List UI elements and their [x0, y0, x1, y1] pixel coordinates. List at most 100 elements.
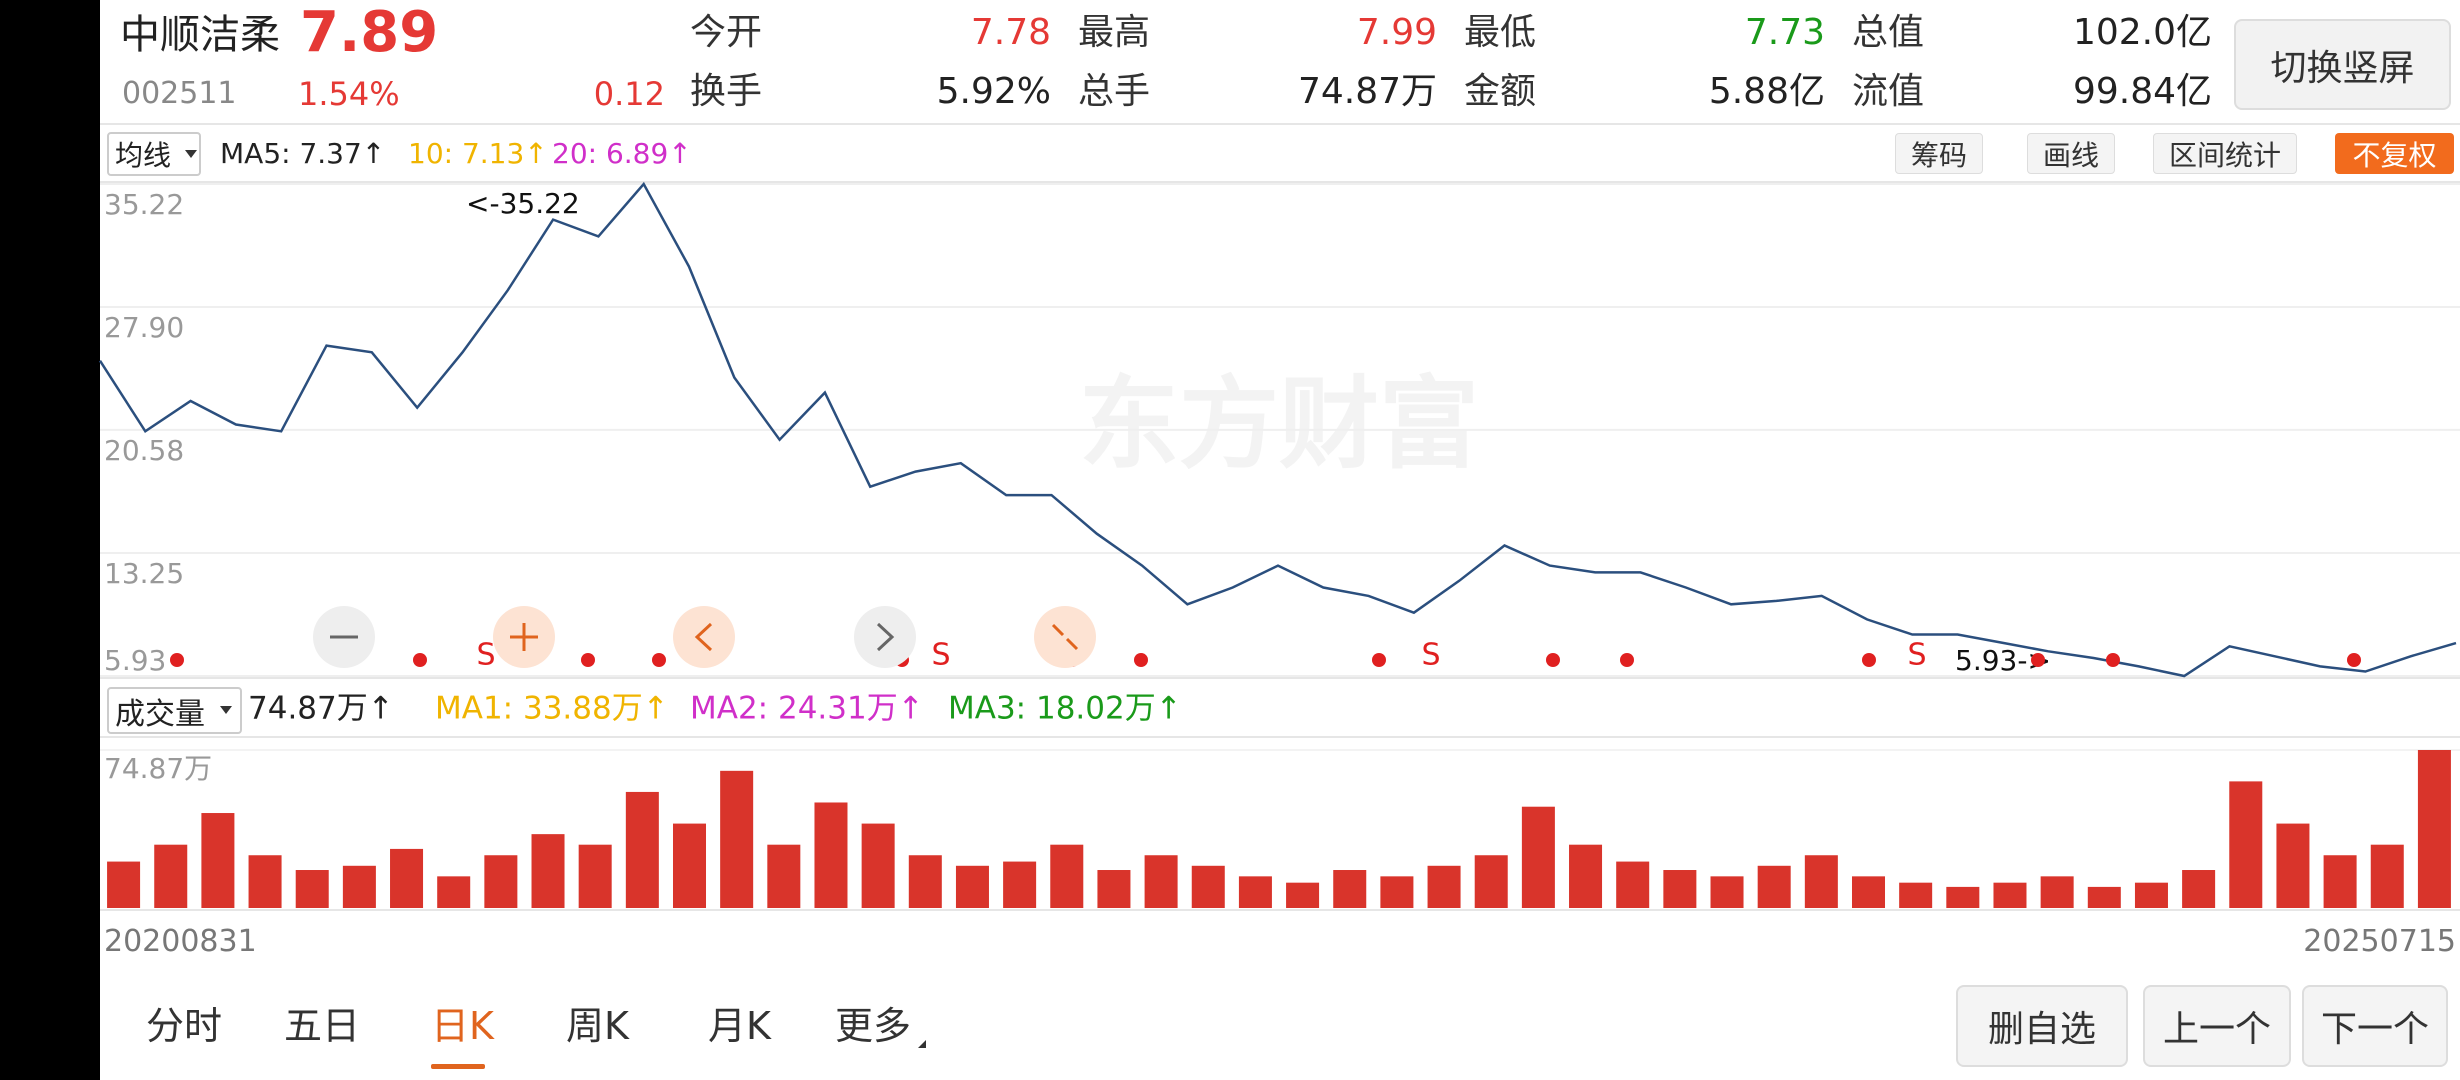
stock-price: 7.89 [300, 0, 439, 65]
volume-bar [1380, 876, 1414, 908]
volume-bar [2087, 886, 2121, 908]
volume-bar [861, 823, 895, 908]
volume-bar [248, 855, 282, 908]
period-tab[interactable]: 更多 [835, 1004, 912, 1048]
stat-value: 5.88亿 [1708, 71, 1825, 112]
stat-label: 换手 [690, 71, 763, 112]
volume-bar [1144, 855, 1178, 908]
stat-value: 102.0亿 [2072, 12, 2212, 53]
volume-bar [1427, 865, 1461, 908]
volume-bar [955, 865, 989, 908]
dropdown-arrow [185, 150, 197, 158]
stat-value: 99.84亿 [2072, 71, 2212, 112]
volume-bar [1757, 865, 1791, 908]
signal-label: S [931, 638, 950, 673]
stat-label: 最高 [1078, 12, 1151, 53]
signal-dot [1372, 653, 1386, 667]
icon [1051, 623, 1065, 637]
watermark: 东方财富 [1079, 365, 1479, 482]
stat-value: 5.92% [936, 71, 1051, 112]
y-tick-label: 13.25 [104, 557, 184, 590]
chart-button[interactable]: 画线 [2027, 133, 2115, 174]
bottom-button[interactable]: 删自选 [1956, 985, 2128, 1067]
ma-item: 10: 7.13↑ [408, 137, 548, 170]
chart-button[interactable]: 区间统计 [2153, 133, 2297, 174]
chart-button[interactable]: 不复权 [2335, 133, 2454, 174]
period-tab[interactable]: 分时 [146, 1004, 223, 1048]
volume-bar [1003, 861, 1037, 908]
volume-bar [1804, 855, 1838, 908]
stat-label: 金额 [1464, 71, 1537, 112]
change: 0.12 [593, 75, 665, 113]
start-date: 20200831 [104, 924, 257, 959]
ma-selector[interactable]: 均线 [107, 132, 201, 176]
volume-bar [1238, 876, 1272, 908]
stock-code: 002511 [122, 76, 237, 111]
stat-value: 7.78 [970, 12, 1051, 53]
volume-bar [1851, 876, 1886, 908]
signal-dot [581, 653, 595, 667]
stat-value: 7.73 [1744, 12, 1825, 53]
y-tick-label: 20.58 [104, 434, 184, 467]
y-tick-label: 35.22 [104, 188, 184, 221]
volume-bar [1663, 870, 1697, 908]
period-tab[interactable]: 周K [566, 1004, 629, 1048]
volume-bar [2323, 855, 2357, 908]
signal-dot [413, 653, 427, 667]
volume-bar [2134, 882, 2168, 908]
icon [694, 622, 713, 652]
signal-dot [2347, 653, 2361, 667]
volume-bar [672, 823, 707, 908]
volume-bar [2229, 781, 2263, 908]
volume-bar [1050, 844, 1084, 908]
switch-button[interactable]: 切换竖屏 [2234, 19, 2451, 110]
volume-bar [390, 848, 424, 908]
change-pct: 1.54% [298, 75, 400, 113]
volume-bar [2182, 870, 2216, 908]
volume-bar [720, 770, 754, 908]
signal-dot [1546, 653, 1560, 667]
stat-label: 今开 [690, 12, 763, 53]
ma-item: MA5: 7.37↑ [220, 137, 386, 170]
scroll-right[interactable] [854, 606, 916, 668]
volume-bar [1474, 855, 1508, 908]
y-tick-label: 27.90 [104, 311, 184, 344]
volume-bar [342, 865, 376, 908]
period-tab[interactable]: 月K [708, 1004, 771, 1048]
stock-name: 中顺洁柔 [120, 12, 280, 58]
period-tab[interactable]: 日K [431, 1004, 494, 1048]
bottom-button[interactable]: 上一个 [2143, 985, 2291, 1067]
volume-selector[interactable]: 成交量 [107, 687, 242, 734]
volume-bar [1333, 870, 1367, 908]
price-chart: 东方财富35.2227.9020.5813.255.93<-35.225.93-… [98, 181, 2460, 678]
dropdown-arrow [220, 706, 232, 714]
price-line [98, 181, 2457, 678]
signal-dot [2031, 653, 2045, 667]
chart-button[interactable]: 筹码 [1895, 133, 1983, 174]
volume-bar [1286, 882, 1320, 908]
bottom-button[interactable]: 下一个 [2302, 985, 2448, 1067]
volume-bar [1946, 886, 1980, 908]
volume-chart: 74.87万 [100, 749, 2460, 908]
volume-bar [2276, 823, 2310, 908]
y-tick-label: 5.93 [104, 644, 166, 677]
dropdown-arrow [918, 1040, 926, 1048]
volume-bar [625, 791, 659, 908]
max-label: <-35.22 [466, 187, 580, 220]
left-edge [0, 0, 100, 1080]
volume-ma-item: 74.87万↑ [248, 690, 394, 727]
end-date: 20250715 [2303, 924, 2456, 959]
zoom-controls [313, 606, 1096, 668]
volume-bar [201, 813, 235, 908]
shrink[interactable] [1034, 606, 1096, 668]
scroll-left[interactable] [673, 606, 735, 668]
volume-bar [1191, 865, 1225, 908]
stat-label: 流值 [1852, 71, 1925, 112]
volume-bar [767, 844, 801, 908]
signal-dot [1134, 653, 1148, 667]
volume-ma-item: MA1: 33.88万↑ [435, 690, 669, 727]
period-tab[interactable]: 五日 [284, 1004, 361, 1048]
signal-label: S [476, 638, 495, 673]
volume-bar [2417, 750, 2451, 908]
